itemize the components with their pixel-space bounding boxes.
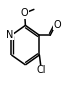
Text: N: N <box>6 30 13 40</box>
Text: Cl: Cl <box>37 65 46 75</box>
Text: O: O <box>21 8 28 18</box>
Text: O: O <box>54 20 61 30</box>
